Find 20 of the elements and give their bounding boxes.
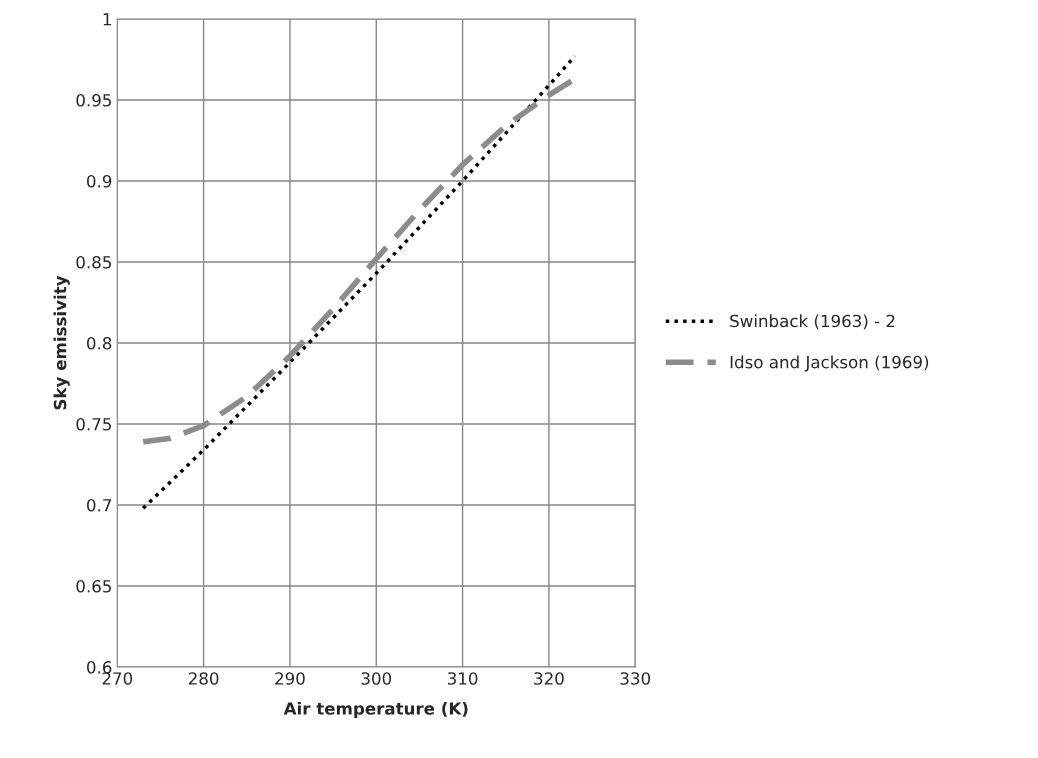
x-tick-label: 310	[447, 672, 478, 685]
y-tick-label: 0.75	[76, 417, 111, 431]
y-tick-label: 1	[103, 13, 111, 26]
y-tick-label: 0.95	[76, 93, 111, 107]
y-tick-label: 0.8	[87, 336, 112, 350]
y-tick-label: 0.9	[87, 174, 112, 188]
y-tick-label: 0.65	[76, 579, 111, 593]
x-tick-label: 320	[534, 672, 564, 685]
x-tick-label: 280	[188, 672, 219, 685]
x-tick-label: 330	[620, 672, 651, 685]
legend-label: Idso and Jackson (1969)	[730, 355, 929, 372]
x-tick-label: 290	[275, 672, 305, 685]
x-tick-label: 300	[361, 672, 392, 685]
y-tick-label: 0.85	[76, 255, 111, 269]
y-tick-label: 0.7	[87, 498, 112, 512]
y-axis-title: Sky emissivity	[53, 275, 70, 410]
y-tick-label: 0.6	[87, 661, 112, 674]
legend-label: Swinback (1963) - 2	[730, 314, 895, 330]
x-axis-title: Air temperature (K)	[283, 701, 468, 719]
x-tick-label: 270	[102, 672, 133, 685]
